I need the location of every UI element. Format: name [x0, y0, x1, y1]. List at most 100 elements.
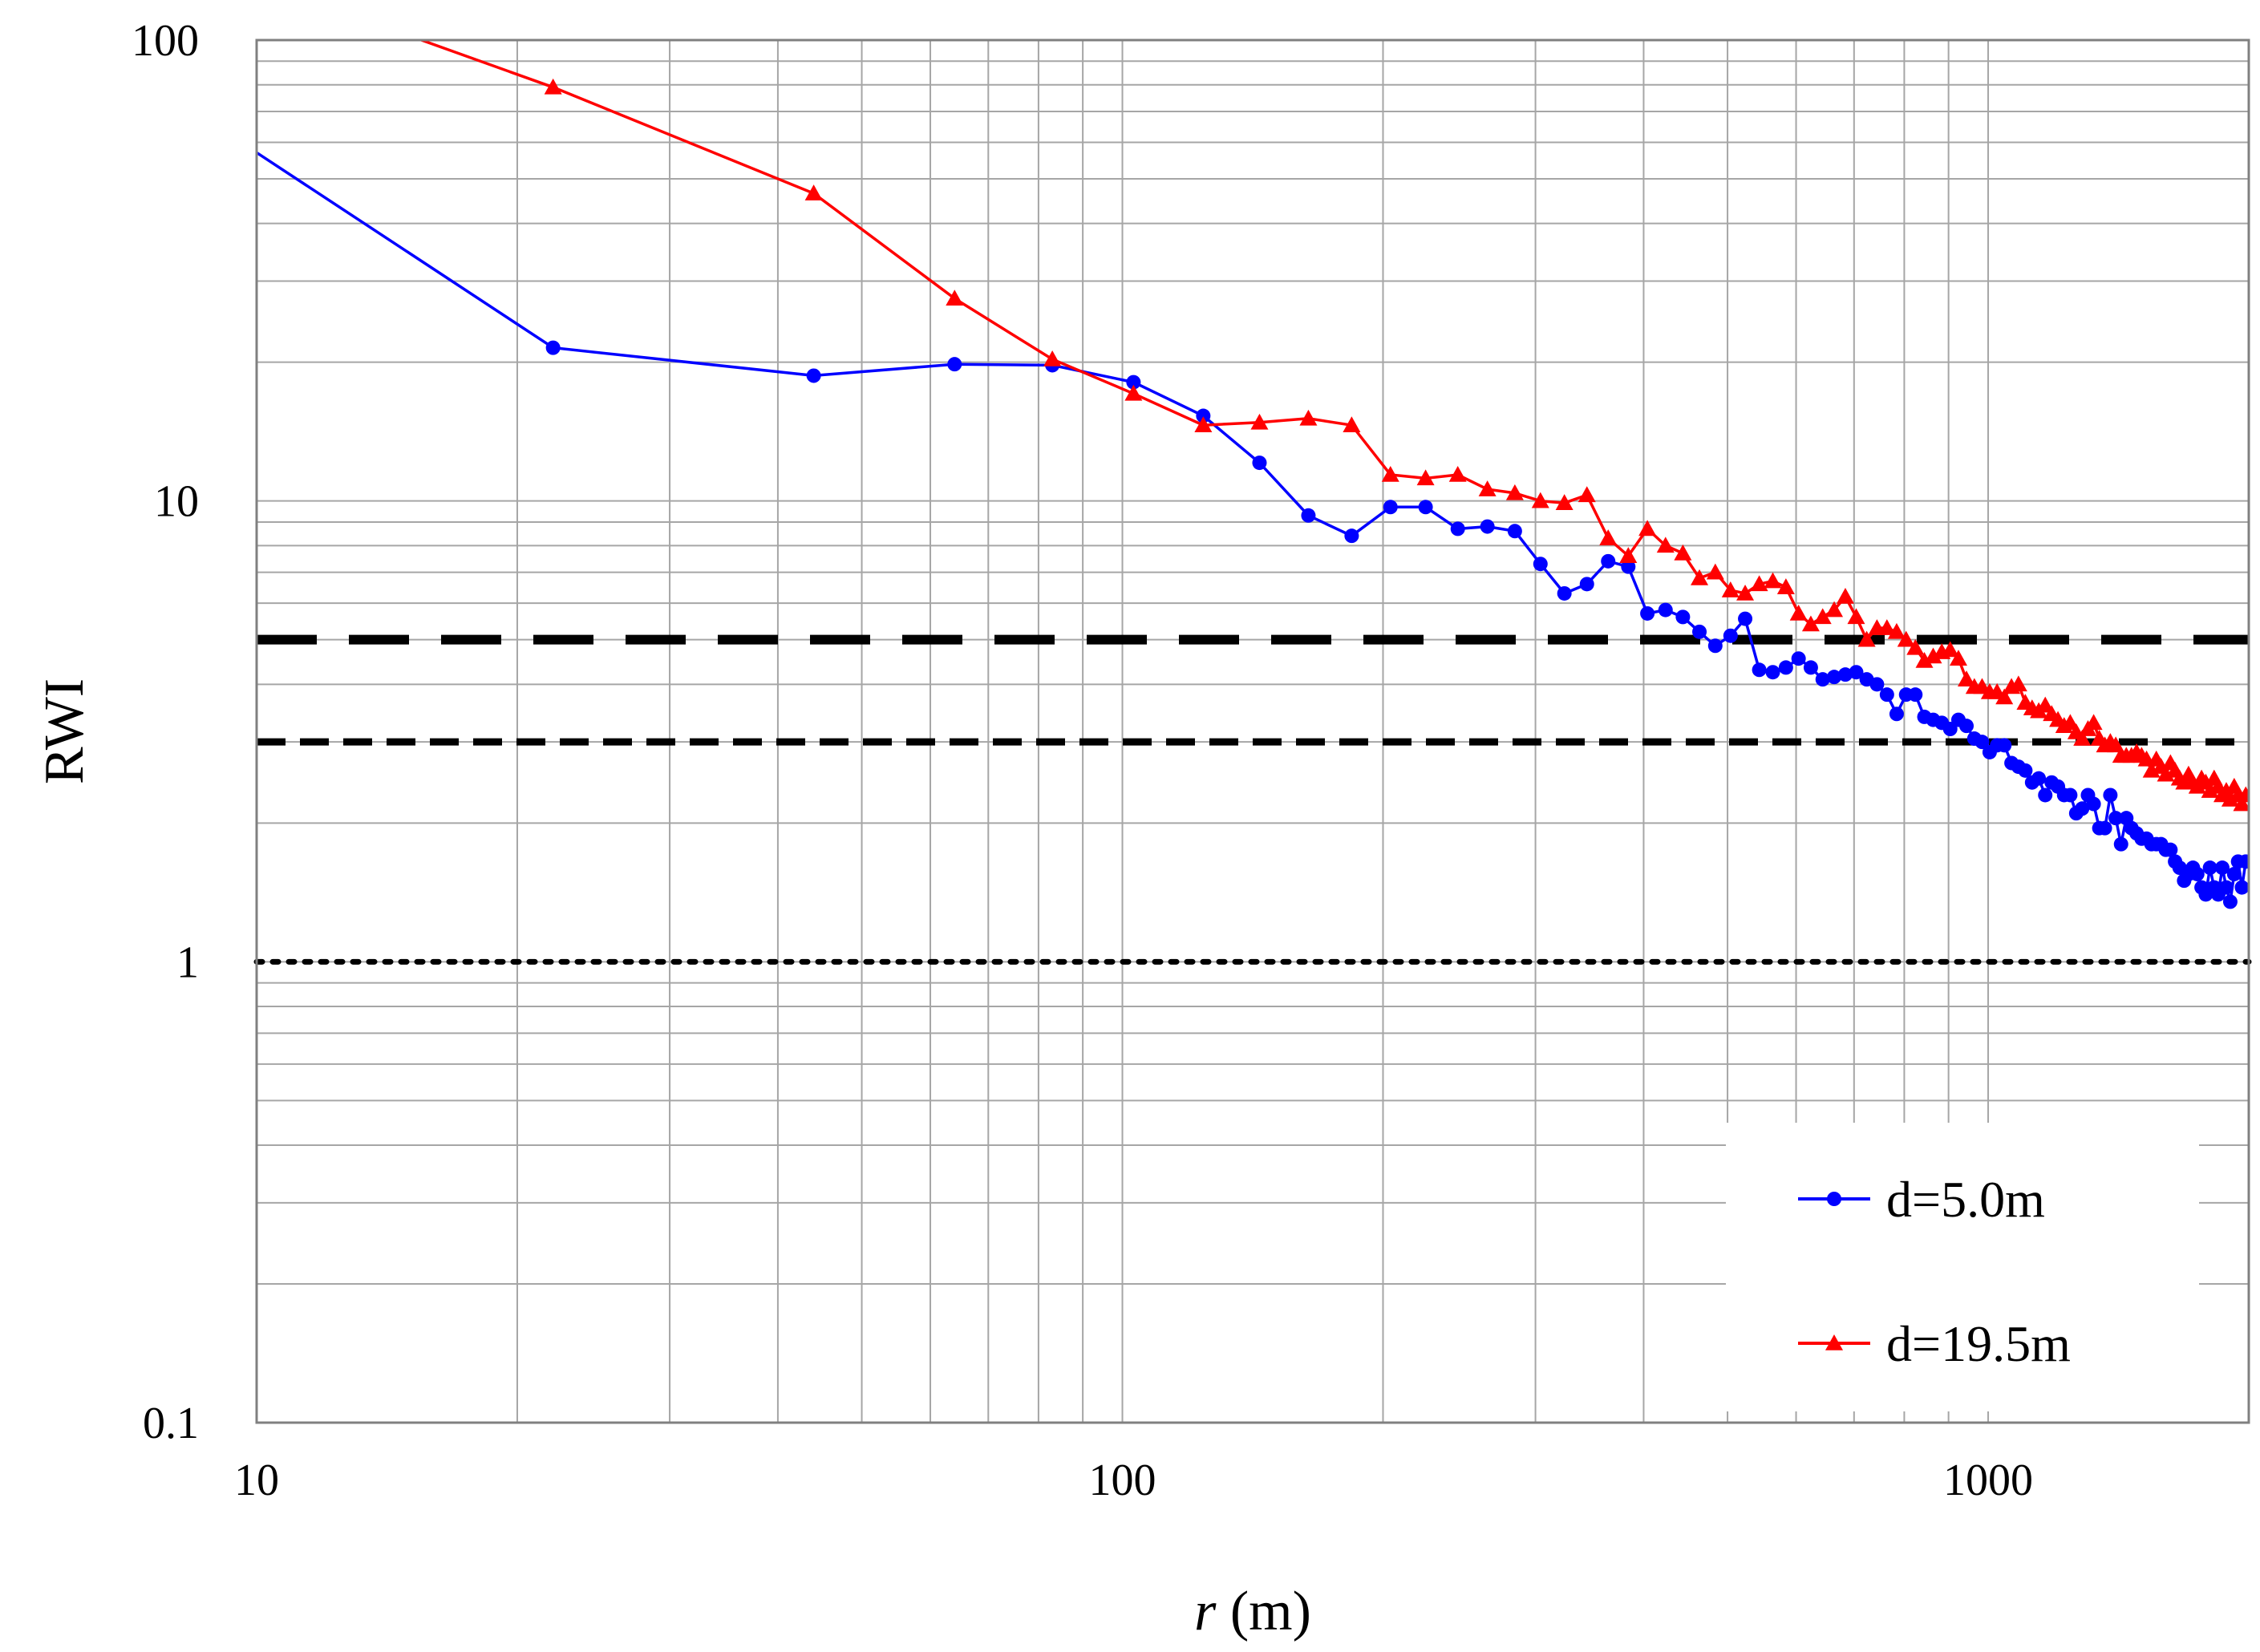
- legend-box: [1726, 1123, 2199, 1411]
- data-point-1: [2075, 801, 2090, 816]
- data-point-1: [1557, 585, 1572, 601]
- data-point-1: [1778, 660, 1793, 675]
- data-point-2: [2233, 795, 2249, 812]
- data-point-1: [2218, 880, 2234, 895]
- data-point-1: [2214, 860, 2230, 876]
- data-point-1: [1869, 677, 1885, 692]
- data-point-2: [1619, 547, 1638, 563]
- data-point-2: [1764, 572, 1782, 589]
- data-point-1: [2097, 820, 2112, 836]
- data-point-2: [2061, 714, 2080, 731]
- data-point-1: [2038, 788, 2053, 803]
- data-point-1: [1803, 660, 1818, 675]
- data-point-2: [1691, 569, 1709, 585]
- series-2: [420, 40, 2249, 812]
- data-point-2: [946, 290, 964, 306]
- plot-frame: [255, 38, 2250, 1424]
- tick-labels: 10 100 1000 0.1 1 10 100: [132, 16, 2033, 1505]
- data-point-1: [1815, 672, 1830, 687]
- data-point-2: [1343, 416, 1361, 433]
- data-point-2: [1924, 647, 1942, 664]
- data-point-1: [1418, 500, 1433, 515]
- data-point-1: [1126, 375, 1141, 390]
- data-point-1: [806, 368, 821, 383]
- data-point-2: [1897, 630, 1915, 647]
- data-point-2: [1299, 409, 1318, 426]
- data-point-1: [1827, 670, 1842, 685]
- data-point-1: [1942, 722, 1958, 737]
- data-point-2: [1877, 619, 1896, 635]
- x-tick-label: 100: [1089, 1456, 1156, 1505]
- data-point-1: [1765, 665, 1780, 680]
- data-point-1: [1997, 738, 2012, 753]
- data-point-1: [2113, 836, 2128, 852]
- data-point-2: [1836, 587, 1854, 604]
- data-point-legend: [1825, 1334, 1843, 1350]
- data-point-2: [804, 184, 823, 200]
- data-point-1: [1450, 521, 1465, 536]
- data-point-1: [2226, 866, 2242, 881]
- x-axis-title-variable: r: [1194, 1581, 1217, 1642]
- data-point-1: [545, 340, 561, 355]
- y-tick-label: 100: [132, 16, 199, 66]
- data-point-1: [2063, 788, 2078, 803]
- data-point-1: [2238, 854, 2249, 869]
- data-point-2: [1776, 578, 1795, 594]
- data-point-1: [1640, 605, 1655, 621]
- series-line-1: [257, 151, 2247, 902]
- data-point-1: [1621, 559, 1636, 574]
- data-point-1: [1707, 638, 1723, 654]
- data-point-2: [2084, 714, 2103, 731]
- legend: d=5.0m d=19.5m: [1726, 1123, 2199, 1411]
- data-point-1: [1723, 628, 1738, 643]
- data-point-2: [2201, 782, 2219, 798]
- reference-lines: [253, 634, 2252, 965]
- data-point-1: [1579, 577, 1594, 592]
- data-point-1: [1252, 456, 1267, 471]
- data-point-legend: [1827, 1192, 1841, 1206]
- data-point-1: [1752, 662, 1767, 678]
- data-point-1: [947, 357, 962, 372]
- data-point-1: [1383, 500, 1398, 515]
- data-point-1: [1196, 408, 1211, 423]
- data-point-2: [1813, 608, 1832, 625]
- data-point-2: [1599, 529, 1618, 545]
- data-point-1: [2222, 894, 2238, 909]
- data-point-2: [1958, 670, 1976, 686]
- data-point-2: [1656, 536, 1675, 553]
- data-point-2: [2188, 777, 2206, 794]
- legend-item-2: d=19.5m: [1798, 1315, 2071, 1372]
- data-point-2: [2009, 675, 2027, 692]
- x-tick-label: 10: [234, 1456, 279, 1505]
- data-point-2: [1381, 465, 1399, 482]
- data-point-1: [1849, 665, 1864, 680]
- data-point-2: [1706, 563, 1724, 580]
- x-axis-title-unit: (m): [1216, 1581, 1311, 1642]
- x-axis-title: r (m): [1194, 1581, 1311, 1642]
- data-point-1: [1908, 687, 1923, 703]
- data-point-1: [1738, 611, 1753, 626]
- data-point-2: [1674, 544, 1692, 561]
- data-point-2: [1531, 492, 1549, 508]
- x-tick-label: 1000: [1943, 1456, 2033, 1505]
- data-point-1: [2163, 842, 2178, 857]
- data-point-2: [1578, 486, 1596, 503]
- data-point-1: [2103, 788, 2118, 803]
- legend-item-1: d=5.0m: [1798, 1171, 2045, 1228]
- data-point-1: [2086, 796, 2101, 812]
- data-point-2: [1124, 384, 1143, 401]
- data-point-1: [1344, 528, 1359, 544]
- data-point-2: [1043, 350, 1062, 366]
- data-point-1: [2031, 771, 2047, 786]
- data-point-2: [1750, 575, 1768, 592]
- data-point-2: [1995, 688, 2014, 705]
- data-point-1: [2189, 866, 2205, 881]
- data-point-2: [1847, 608, 1865, 625]
- y-tick-label: 10: [154, 477, 199, 527]
- data-point-1: [1507, 524, 1522, 539]
- data-point-2: [1194, 416, 1213, 433]
- data-point-2: [2237, 786, 2249, 803]
- data-point-2: [1825, 601, 1844, 617]
- legend-label: d=19.5m: [1886, 1315, 2071, 1372]
- data-point-1: [1879, 687, 1894, 703]
